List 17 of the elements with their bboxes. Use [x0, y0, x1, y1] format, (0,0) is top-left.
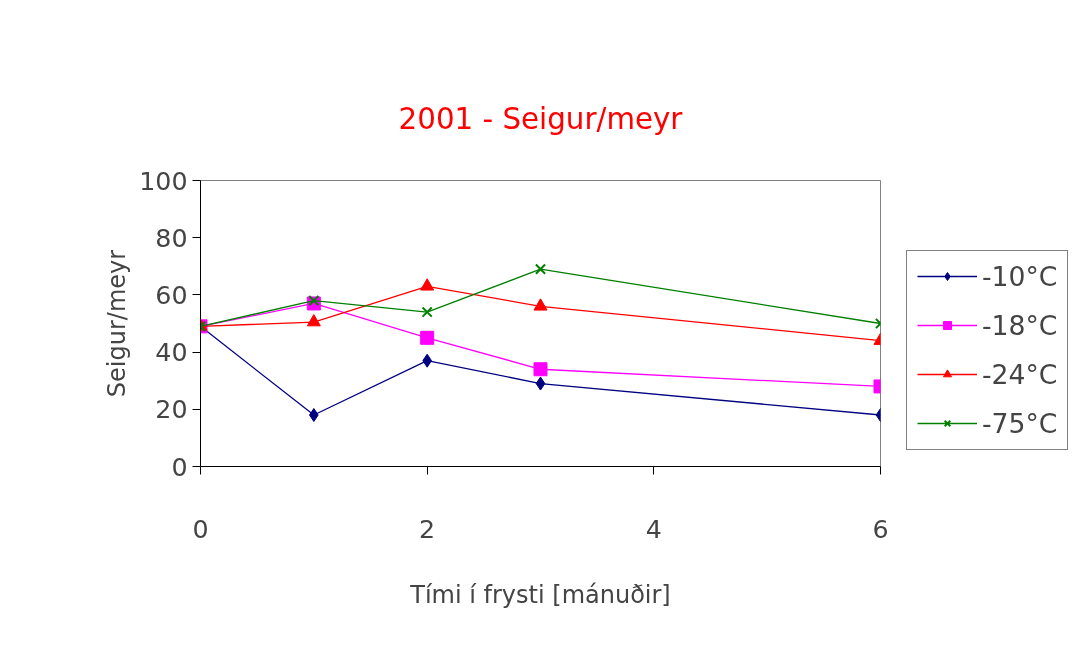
legend-label: -24°C	[982, 358, 1058, 390]
x-tick-label: 4	[645, 513, 662, 544]
legend-label: -18°C	[982, 309, 1058, 341]
x-axis-title: Tími í frysti [mánuðir]	[409, 580, 671, 609]
x-tick-label: 2	[419, 513, 436, 544]
chart-title: 2001 - Seigur/meyr	[398, 101, 684, 136]
y-tick-label: 0	[171, 451, 188, 482]
y-tick-label: 60	[155, 279, 188, 310]
legend-label: -75°C	[982, 407, 1058, 439]
x-tick-label: 6	[872, 513, 889, 544]
y-axis-title: Seigur/meyr	[103, 249, 132, 398]
y-tick-label: 20	[155, 394, 188, 425]
y-tick-label: 80	[155, 222, 188, 253]
y-tick-label: 100	[139, 165, 188, 196]
y-tick-label: 40	[155, 337, 188, 368]
x-tick-label: 0	[192, 513, 209, 544]
legend-label: -10°C	[982, 260, 1058, 292]
